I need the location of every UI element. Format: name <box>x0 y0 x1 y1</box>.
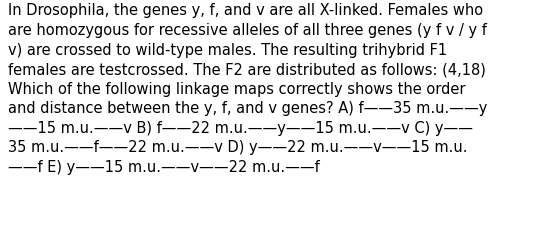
Text: In Drosophila, the genes y, f, and v are all X-linked. Females who
are homozygou: In Drosophila, the genes y, f, and v are… <box>8 3 487 174</box>
